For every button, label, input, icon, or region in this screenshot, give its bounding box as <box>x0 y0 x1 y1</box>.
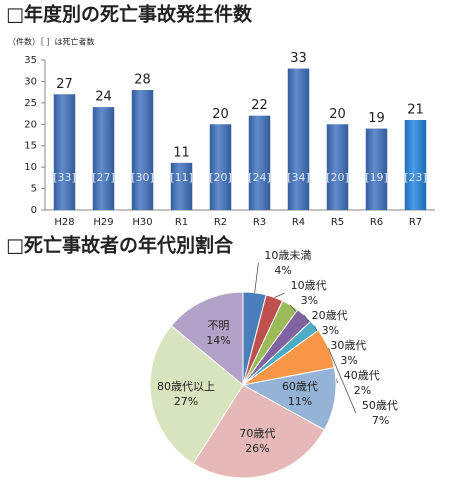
value-label: 27 <box>56 77 73 92</box>
slice-percent: 2% <box>354 384 371 397</box>
bar-shade <box>131 90 154 210</box>
death-label: [11] <box>170 171 193 184</box>
y-tick-label: 35 <box>24 55 37 66</box>
slice-category: 20歳代 <box>312 309 348 322</box>
death-label: [33] <box>53 171 76 184</box>
x-tick-label: H29 <box>93 217 113 228</box>
unit-label: （件数）［ ］は死亡者数 <box>8 37 95 47</box>
x-tick-label: R6 <box>370 217 383 228</box>
value-label: 20 <box>212 107 229 122</box>
death-label: [20] <box>209 171 232 184</box>
value-label: 24 <box>95 90 112 105</box>
slice-category: 80歳代以上 <box>157 380 215 393</box>
x-tick-label: R7 <box>409 217 422 228</box>
pie-slice <box>170 291 244 387</box>
bar-shade <box>209 124 232 210</box>
slice-percent: 11% <box>288 395 312 408</box>
leader-line <box>254 262 259 293</box>
leader-line <box>274 292 285 298</box>
x-tick-label: H30 <box>132 217 152 228</box>
bar-shade <box>248 115 271 210</box>
value-label: 33 <box>290 51 307 66</box>
pie-slice <box>192 384 326 479</box>
slice-percent: 27% <box>174 395 198 408</box>
death-label: [23] <box>404 171 427 184</box>
bar-chart-title: □年度別の死亡事故発生件数 <box>6 3 253 26</box>
y-tick-label: 20 <box>24 119 37 130</box>
slice-category: 70歳代 <box>239 427 275 440</box>
death-label: [24] <box>248 171 271 184</box>
x-tick-label: R2 <box>214 217 227 228</box>
y-tick-label: 0 <box>31 205 37 216</box>
value-label: 21 <box>407 103 424 118</box>
bar-shade <box>365 128 388 210</box>
slice-category: 10歳未満 <box>264 249 311 262</box>
slice-percent: 7% <box>372 414 389 427</box>
slice-percent: 3% <box>301 294 318 307</box>
slice-category: 不明 <box>207 319 229 332</box>
y-tick-label: 25 <box>24 98 37 109</box>
bar-shade <box>170 162 193 210</box>
bar-shade <box>287 68 310 210</box>
death-label: [20] <box>326 171 349 184</box>
bar-shade <box>326 124 349 210</box>
value-label: 19 <box>368 111 385 126</box>
death-label: [34] <box>287 171 310 184</box>
bar-shade <box>53 94 76 210</box>
x-tick-label: R5 <box>331 217 344 228</box>
y-tick-label: 30 <box>24 76 37 87</box>
bar-shade <box>404 120 427 210</box>
slice-category: 10歳代 <box>291 279 327 292</box>
y-tick-label: 15 <box>24 141 37 152</box>
slice-percent: 3% <box>340 354 357 367</box>
slice-category: 40歳代 <box>344 369 380 382</box>
y-tick-label: 5 <box>31 184 37 195</box>
value-label: 28 <box>134 73 151 88</box>
x-tick-label: R3 <box>253 217 266 228</box>
slice-category: 60歳代 <box>282 380 318 393</box>
x-tick-label: H28 <box>54 217 74 228</box>
x-tick-label: R4 <box>292 217 305 228</box>
slice-percent: 14% <box>206 334 230 347</box>
y-tick-label: 10 <box>24 162 37 173</box>
value-label: 20 <box>329 107 346 122</box>
slice-category: 50歳代 <box>362 399 398 412</box>
death-label: [19] <box>365 171 388 184</box>
death-label: [27] <box>92 171 115 184</box>
pie-chart-title: □死亡事故者の年代別割合 <box>6 234 234 257</box>
value-label: 11 <box>173 145 190 160</box>
bar-shade <box>92 107 115 210</box>
pie-slice <box>149 325 244 465</box>
death-label: [30] <box>131 171 154 184</box>
value-label: 22 <box>251 98 268 113</box>
slice-category: 30歳代 <box>330 339 366 352</box>
slice-percent: 4% <box>274 264 291 277</box>
slice-percent: 26% <box>245 442 269 455</box>
x-tick-label: R1 <box>175 217 188 228</box>
slice-percent: 3% <box>322 324 339 337</box>
leader-line <box>327 347 357 414</box>
